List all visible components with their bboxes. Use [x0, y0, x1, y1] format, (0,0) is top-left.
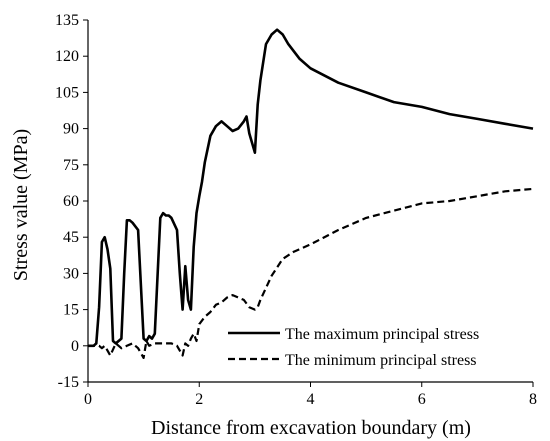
- x-tick-label: 4: [307, 391, 315, 408]
- y-tick-label: 75: [63, 157, 79, 174]
- y-tick-label: 105: [55, 84, 79, 101]
- y-tick-label: -15: [58, 374, 79, 391]
- y-tick-label: 135: [55, 12, 79, 29]
- y-tick-label: 45: [63, 229, 79, 246]
- legend-label-max: The maximum principal stress: [285, 326, 479, 343]
- x-tick-label: 0: [84, 391, 92, 408]
- x-axis-title: Distance from excavation boundary (m): [151, 417, 471, 439]
- x-ticks: 0 2 4 6 8: [84, 382, 537, 408]
- x-tick-label: 8: [529, 391, 537, 408]
- y-tick-label: 90: [63, 121, 79, 138]
- series-min-principal-stress: [88, 187, 534, 359]
- y-ticks: -15 0 15 30 45 60 75 90 105 120 135: [55, 12, 88, 391]
- series-max-principal-stress: [88, 28, 534, 348]
- y-tick-label: 15: [63, 302, 79, 319]
- x-tick-label: 2: [195, 391, 203, 408]
- x-tick-label: 6: [418, 391, 426, 408]
- y-tick-label: 0: [71, 338, 79, 355]
- legend: The maximum principal stress The minimum…: [228, 326, 479, 369]
- y-tick-label: 60: [63, 193, 79, 210]
- y-axis-title: Stress value (MPa): [10, 129, 32, 281]
- series-layer: [88, 28, 534, 359]
- legend-label-min: The minimum principal stress: [285, 352, 477, 369]
- y-tick-label: 30: [63, 265, 79, 282]
- y-tick-label: 120: [55, 48, 79, 65]
